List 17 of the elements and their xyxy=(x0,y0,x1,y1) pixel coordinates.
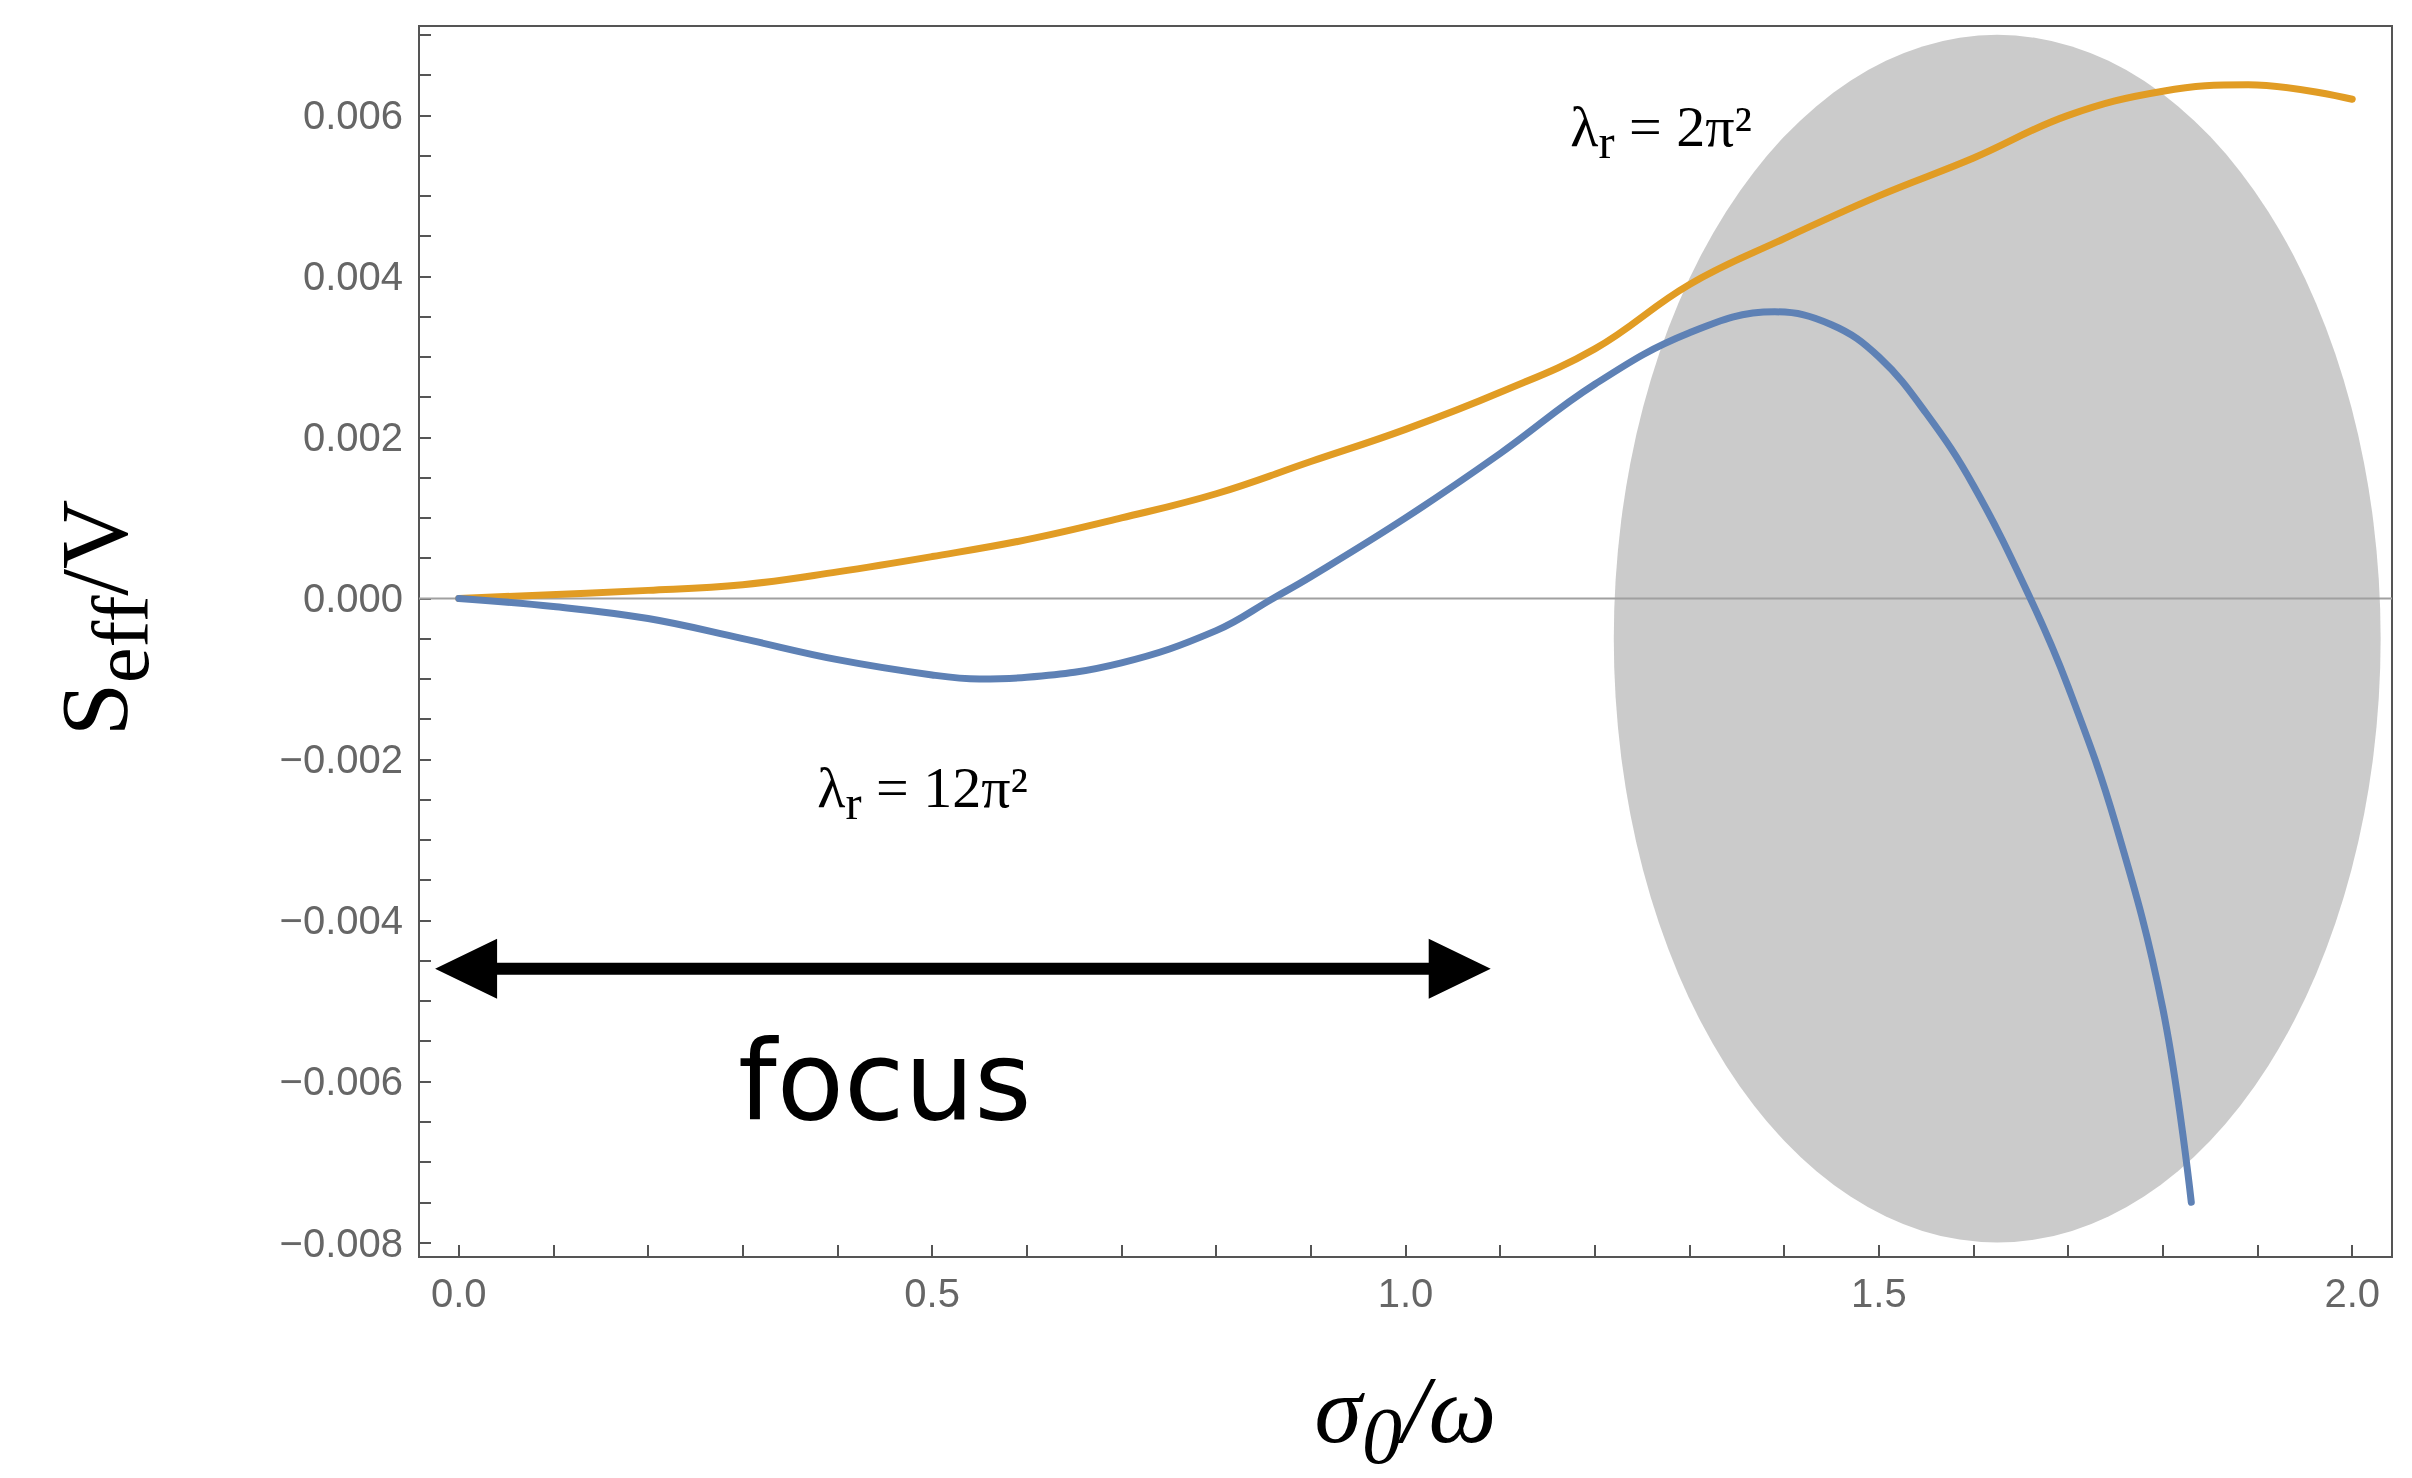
x-tick-label: 0.5 xyxy=(904,1271,960,1315)
x-tick-label: 1.5 xyxy=(1851,1271,1907,1315)
x-tick-label: 2.0 xyxy=(2324,1271,2381,1315)
y-tick-label: 0.000 xyxy=(302,576,403,621)
annotation: λ$_{r}$ = 2π² xyxy=(1570,93,1752,170)
annotation: focus xyxy=(738,1017,1032,1146)
y-tick-label: −0.008 xyxy=(279,1220,403,1265)
y-tick-label: −0.006 xyxy=(279,1059,403,1104)
annotation: λ$_{r}$ = 12π² xyxy=(817,753,1028,830)
y-tick-label: 0.002 xyxy=(302,415,403,460)
y-tick-label: −0.004 xyxy=(279,898,403,943)
y-tick-label: 0.006 xyxy=(302,93,403,138)
y-tick-label: 0.004 xyxy=(302,254,403,299)
x-axis-title: σ$_{0}$/ω xyxy=(1314,1355,1497,1478)
y-tick-label: −0.002 xyxy=(279,737,403,782)
x-tick-label: 0.0 xyxy=(430,1271,487,1315)
x-tick-label: 1.0 xyxy=(1377,1271,1434,1315)
